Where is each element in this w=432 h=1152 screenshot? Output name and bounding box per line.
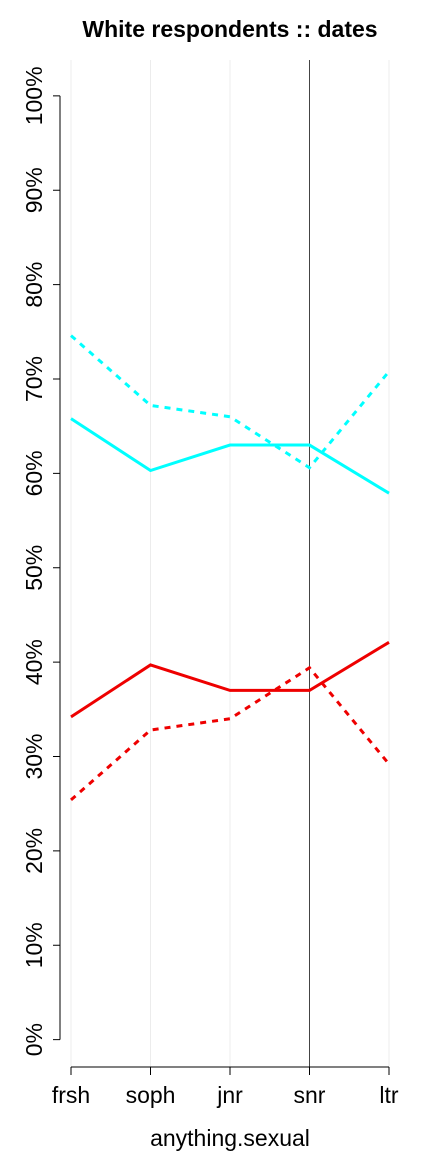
y-tick-label: 60% (21, 450, 47, 496)
x-tick-label: ltr (379, 1082, 399, 1108)
y-tick-label: 30% (21, 733, 47, 779)
y-tick-label: 40% (21, 639, 47, 685)
data-line (70, 641, 390, 719)
x-tick-label: frsh (52, 1082, 90, 1108)
x-tick-label: soph (126, 1082, 176, 1108)
y-tick-label: 10% (21, 922, 47, 968)
y-tick-label: 70% (21, 356, 47, 402)
x-tick-label: snr (294, 1082, 326, 1108)
y-tick-label: 100% (21, 66, 47, 125)
y-tick-label: 0% (21, 1023, 47, 1056)
chart-title: White respondents :: dates (82, 16, 377, 42)
y-tick-label: 20% (21, 828, 47, 874)
y-tick-label: 50% (21, 545, 47, 591)
x-tick-label: jnr (216, 1082, 243, 1108)
data-line (70, 417, 390, 495)
y-tick-label: 90% (21, 167, 47, 213)
x-axis-title: anything.sexual (150, 1125, 310, 1151)
y-tick-label: 80% (21, 262, 47, 308)
